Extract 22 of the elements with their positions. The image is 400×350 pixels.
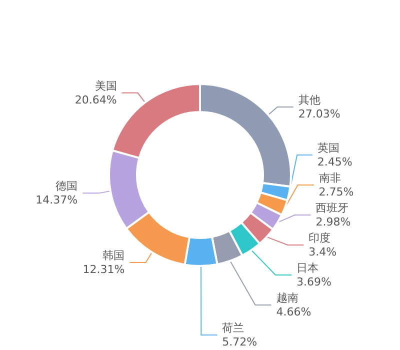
slice-label: 英国 [317, 142, 340, 154]
slice-label: 美国 [94, 79, 117, 92]
data-label: 3.4% [308, 246, 337, 258]
slice-label: 荷兰 [222, 322, 244, 334]
slice-label: 越南 [276, 292, 298, 304]
data-label: 2.98% [316, 216, 351, 228]
slice-label: 印度 [308, 232, 331, 244]
data-label: 2.45% [317, 156, 352, 168]
slice-label: 日本 [296, 262, 318, 274]
slice-label: 其他 [298, 93, 320, 106]
data-label: 2.75% [318, 186, 354, 198]
slice-label: 南非 [318, 172, 341, 184]
slice-label: 德国 [56, 180, 78, 193]
data-label: 4.66% [276, 306, 312, 318]
data-label: 20.64% [74, 93, 117, 106]
slice-label: 西班牙 [316, 202, 349, 214]
data-label: 14.37% [36, 194, 78, 207]
slice-label: 韩国 [102, 249, 125, 262]
data-label: 12.31% [82, 263, 125, 276]
data-label: 3.69% [296, 276, 332, 288]
data-label: 27.03% [298, 107, 340, 120]
data-label: 5.72% [222, 336, 258, 348]
